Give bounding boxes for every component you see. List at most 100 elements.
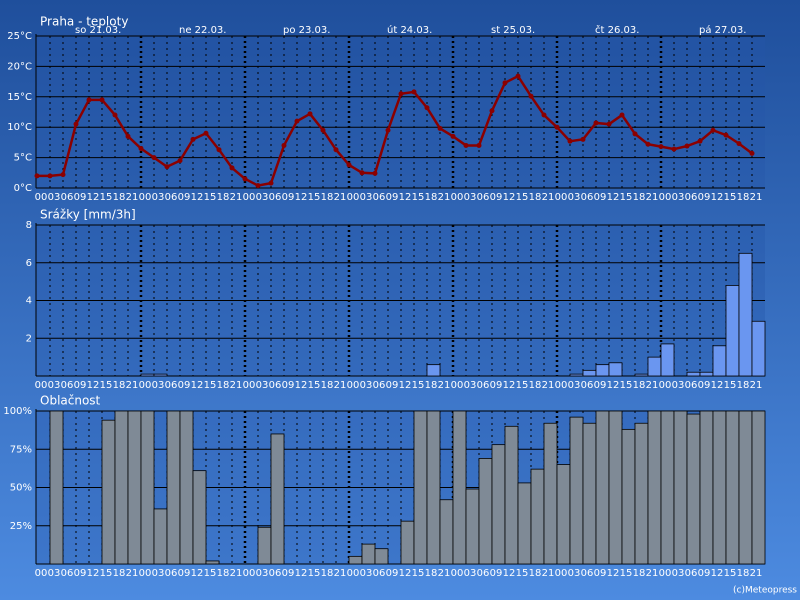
point [359, 170, 365, 176]
x-tick-label: 18 [217, 380, 230, 391]
x-tick-label: 06 [685, 192, 698, 203]
point [619, 112, 625, 118]
bar [205, 560, 220, 565]
point [307, 111, 313, 117]
x-tick-label: 21 [334, 568, 347, 579]
x-tick-label: 03 [360, 380, 373, 391]
bar [582, 422, 597, 565]
x-tick-label: 15 [620, 192, 633, 203]
point [645, 141, 651, 147]
x-tick-label: 06 [477, 380, 490, 391]
x-tick-label: 00 [555, 568, 568, 579]
x-tick-label: 03 [152, 568, 165, 579]
x-tick-label: 12 [295, 568, 308, 579]
x-tick-label: 03 [48, 192, 61, 203]
x-tick-label: 18 [633, 380, 646, 391]
x-tick-label: 00 [555, 192, 568, 203]
point [749, 150, 755, 156]
point [164, 164, 170, 170]
x-tick-label: 09 [594, 192, 607, 203]
x-tick-label: 00 [139, 568, 152, 579]
point [541, 112, 547, 118]
y-tick-label: 20°C [7, 61, 32, 72]
x-tick-label: 06 [581, 192, 594, 203]
x-tick-label: 12 [711, 568, 724, 579]
bar [582, 369, 597, 377]
bar [426, 410, 441, 565]
x-tick-label: 12 [607, 192, 620, 203]
bar [49, 410, 64, 565]
x-tick-label: 00 [35, 380, 48, 391]
day-label: út 24.03. [387, 24, 432, 36]
x-tick-label: 18 [321, 380, 334, 391]
x-tick-label: 15 [204, 568, 217, 579]
x-tick-label: 09 [594, 568, 607, 579]
point [281, 142, 287, 148]
bar [595, 364, 610, 377]
x-tick-label: 15 [620, 568, 633, 579]
copyright: (c)Meteopress [733, 586, 797, 596]
x-tick-label: 15 [620, 380, 633, 391]
y-tick-label: 2 [26, 333, 32, 344]
point [320, 127, 326, 133]
point [125, 133, 131, 139]
point [424, 105, 430, 111]
bar [738, 410, 753, 565]
bar [686, 413, 701, 565]
x-tick-label: 18 [529, 380, 542, 391]
x-tick-label: 06 [685, 568, 698, 579]
x-tick-label: 03 [360, 568, 373, 579]
x-tick-label: 18 [321, 568, 334, 579]
point [411, 89, 417, 95]
x-tick-label: 00 [243, 380, 256, 391]
chart-title: Praha - teploty [40, 15, 128, 29]
point [554, 124, 560, 130]
x-tick-label: 06 [581, 380, 594, 391]
point [34, 173, 40, 179]
x-tick-label: 06 [373, 192, 386, 203]
bar [179, 410, 194, 565]
x-tick-label: 15 [308, 192, 321, 203]
x-tick-label: 06 [165, 192, 178, 203]
bar [543, 422, 558, 565]
point [385, 127, 391, 133]
y-tick-label: 4 [26, 296, 32, 307]
bar [699, 410, 714, 565]
x-tick-label: 15 [412, 192, 425, 203]
x-tick-label: 06 [269, 192, 282, 203]
x-tick-label: 09 [282, 380, 295, 391]
bar [530, 468, 545, 565]
x-tick-label: 03 [152, 192, 165, 203]
day-label: po 23.03. [283, 25, 330, 36]
point [203, 130, 209, 136]
x-tick-label: 12 [711, 380, 724, 391]
day-label: čt 26.03. [595, 24, 639, 36]
bar [153, 373, 168, 377]
point [606, 121, 612, 127]
temperature-line [37, 74, 753, 187]
x-tick-label: 00 [451, 192, 464, 203]
bar [699, 371, 714, 377]
bar [556, 464, 571, 565]
bar [114, 410, 129, 565]
x-tick-label: 12 [295, 192, 308, 203]
bar [127, 410, 142, 565]
x-tick-label: 09 [178, 192, 191, 203]
x-tick-label: 03 [568, 380, 581, 391]
bar [517, 482, 532, 565]
x-tick-label: 00 [659, 192, 672, 203]
x-tick-label: 18 [217, 192, 230, 203]
bar [465, 488, 480, 565]
x-tick-label: 09 [698, 568, 711, 579]
x-tick-label: 00 [451, 568, 464, 579]
x-tick-label: 15 [308, 380, 321, 391]
bar [608, 410, 623, 565]
x-tick-label: 15 [100, 380, 113, 391]
x-tick-label: 12 [191, 192, 204, 203]
x-tick-label: 03 [464, 192, 477, 203]
y-tick-label: 50% [10, 483, 32, 494]
point [242, 176, 248, 182]
x-tick-label: 00 [35, 192, 48, 203]
x-tick-label: 00 [347, 568, 360, 579]
x-tick-label: 21 [646, 568, 659, 579]
